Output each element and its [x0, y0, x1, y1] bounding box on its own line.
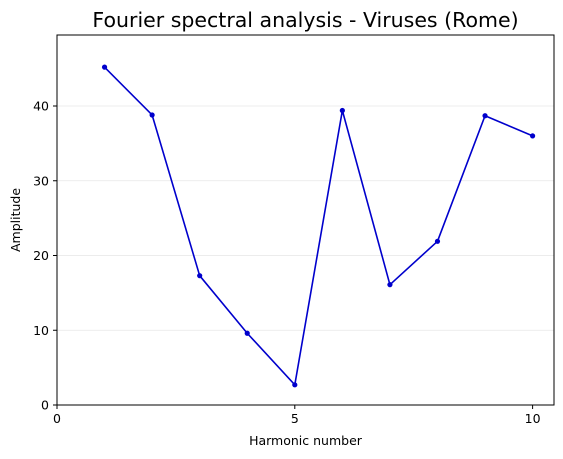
x-tick-label: 5	[291, 411, 299, 426]
data-point	[434, 238, 441, 244]
y-tick-label: 10	[33, 323, 49, 338]
data-point	[339, 107, 345, 114]
x-axis-ticks: 0 5 10	[53, 405, 541, 426]
y-axis-ticks: 0 10 20 30 40	[33, 99, 57, 413]
series-line	[103, 66, 533, 386]
y-tick-label: 30	[33, 173, 49, 188]
data-point	[101, 64, 108, 70]
data-point	[197, 273, 203, 279]
x-tick-label: 10	[525, 411, 541, 426]
data-point	[244, 330, 250, 336]
y-tick-label: 0	[41, 398, 49, 413]
data-point	[482, 113, 488, 119]
data-point	[387, 282, 393, 288]
data-point	[292, 382, 298, 388]
data-point	[529, 133, 536, 139]
plot-frame	[56, 34, 555, 406]
x-tick-label: 0	[53, 411, 61, 426]
gridlines	[57, 105, 554, 331]
y-axis-label: Amplitude	[8, 188, 23, 252]
y-tick-label: 20	[33, 248, 49, 263]
series-group	[101, 64, 536, 388]
chart-title: Fourier spectral analysis - Viruses (Rom…	[92, 8, 518, 32]
x-axis-label: Harmonic number	[249, 433, 363, 448]
data-point	[149, 112, 155, 118]
y-tick-label: 40	[33, 99, 49, 114]
